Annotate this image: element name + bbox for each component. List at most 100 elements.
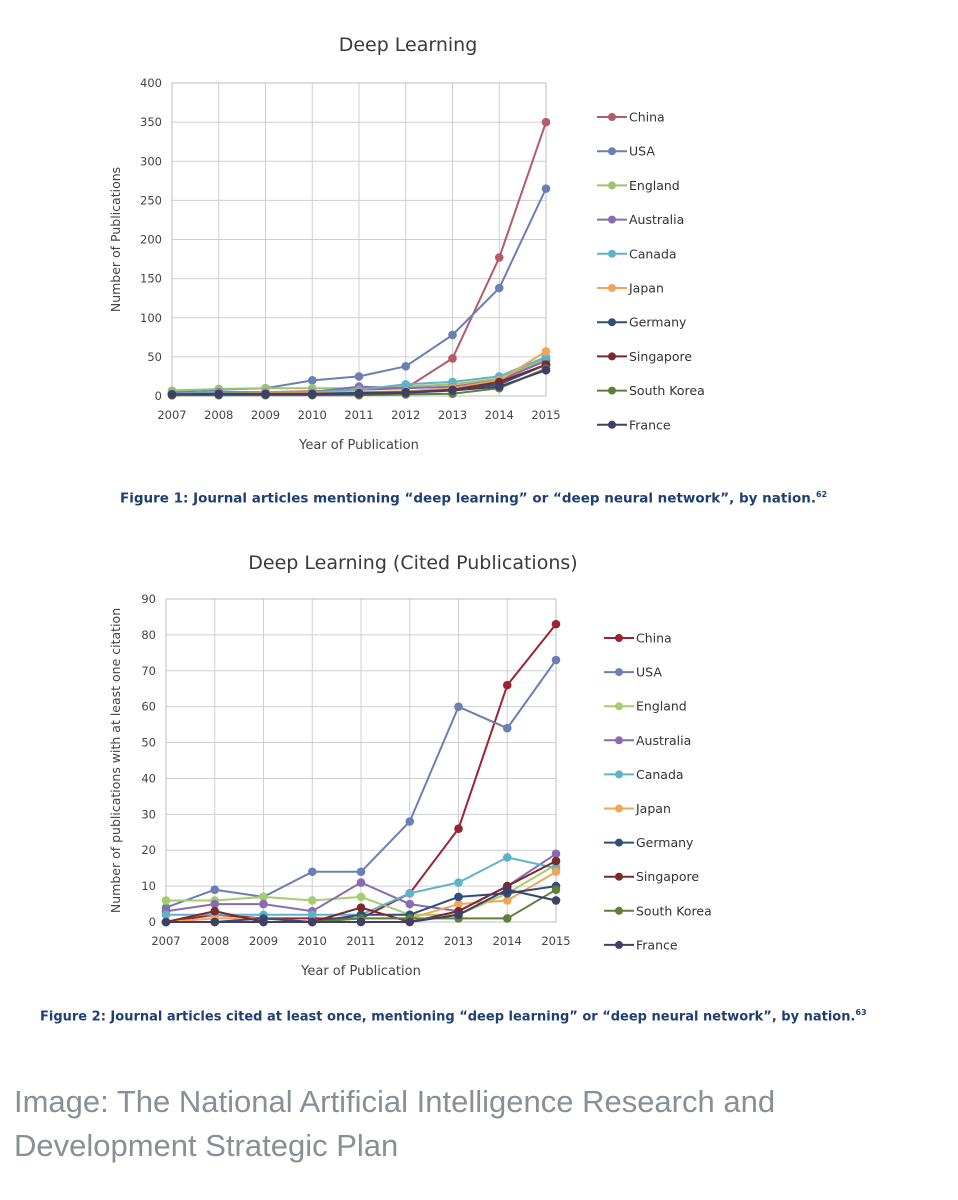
- legend-marker: [615, 702, 623, 711]
- data-point: [210, 899, 220, 909]
- legend-label: England: [636, 699, 687, 714]
- x-tick-label: 2007: [151, 934, 180, 948]
- x-axis-label: Year of Publication: [300, 964, 421, 979]
- legend-marker: [608, 420, 616, 429]
- legend-item: Germany: [597, 315, 687, 330]
- data-point: [307, 917, 317, 927]
- x-axis-label: Year of Publication: [298, 438, 419, 453]
- y-tick-label: 200: [140, 233, 162, 247]
- x-tick-label: 2011: [344, 408, 373, 422]
- data-point: [502, 680, 512, 690]
- data-point: [502, 853, 512, 862]
- data-point: [354, 372, 364, 381]
- data-point: [401, 388, 411, 398]
- y-tick-label: 0: [155, 389, 162, 403]
- legend-item: Singapore: [604, 869, 699, 884]
- y-tick-label: 50: [147, 350, 162, 364]
- legend-marker: [608, 215, 616, 224]
- legend-item: England: [597, 178, 680, 193]
- data-point: [167, 390, 177, 399]
- data-point: [210, 906, 220, 916]
- legend-item: USA: [604, 665, 662, 680]
- legend-marker: [615, 838, 623, 847]
- x-tick-label: 2014: [493, 934, 522, 948]
- x-tick-label: 2015: [531, 408, 560, 422]
- data-point: [307, 896, 317, 905]
- y-tick-label: 0: [149, 915, 156, 929]
- legend-marker: [608, 318, 616, 327]
- data-point: [259, 917, 268, 927]
- figure1-footnote-ref: 62: [815, 490, 828, 499]
- legend-label: Singapore: [629, 349, 692, 364]
- x-tick-label: 2008: [200, 934, 229, 948]
- y-tick-label: 10: [141, 879, 156, 893]
- data-point: [448, 354, 457, 363]
- data-point: [210, 885, 220, 894]
- y-tick-label: 50: [141, 736, 156, 750]
- legend-marker: [608, 147, 616, 156]
- y-tick-label: 30: [141, 807, 156, 821]
- legend-label: Japan: [628, 281, 664, 296]
- legend-marker: [615, 940, 623, 949]
- data-point: [454, 892, 463, 902]
- y-tick-label: 40: [141, 771, 156, 785]
- x-tick-label: 2010: [298, 408, 327, 422]
- legend-label: South Korea: [636, 903, 712, 918]
- data-point: [401, 379, 411, 389]
- legend-item: China: [597, 110, 665, 125]
- data-point: [356, 867, 366, 877]
- data-point: [454, 910, 463, 920]
- y-tick-label: 300: [140, 154, 162, 168]
- legend-item: Japan: [604, 801, 671, 816]
- data-point: [259, 892, 268, 902]
- legend-item: USA: [597, 144, 655, 159]
- y-tick-label: 400: [140, 76, 162, 90]
- data-point: [307, 390, 317, 399]
- y-tick-label: 60: [141, 700, 156, 714]
- data-point: [405, 917, 415, 927]
- y-tick-label: 100: [140, 311, 162, 325]
- data-point: [259, 899, 268, 909]
- data-point: [551, 856, 561, 866]
- data-point: [541, 184, 551, 193]
- data-point: [541, 347, 551, 356]
- legend-marker: [608, 113, 616, 121]
- legend-marker: [608, 284, 616, 292]
- data-point: [307, 867, 317, 877]
- chart-title: Deep Learning: [339, 34, 478, 56]
- data-point: [541, 365, 551, 375]
- data-point: [551, 867, 561, 877]
- data-point: [448, 330, 457, 340]
- legend-label: China: [636, 631, 672, 646]
- data-point: [551, 619, 561, 629]
- legend-item: Australia: [604, 733, 691, 748]
- y-tick-label: 350: [140, 115, 162, 129]
- data-point: [551, 655, 561, 665]
- legend-marker: [608, 181, 616, 190]
- data-point: [494, 283, 504, 293]
- data-point: [356, 878, 366, 887]
- chart-deep-learning-cited: Deep Learning (Cited Publications) 0 10 20 3…: [108, 552, 712, 979]
- legend-item: England: [604, 699, 687, 714]
- data-point: [551, 885, 561, 894]
- y-tick-label: 70: [141, 664, 156, 678]
- data-point: [161, 910, 171, 920]
- legend-item: Germany: [604, 835, 694, 850]
- data-point: [307, 910, 317, 920]
- legend-marker: [608, 386, 616, 395]
- data-point: [356, 892, 366, 902]
- legend-marker: [608, 249, 616, 258]
- legend-label: Australia: [636, 733, 691, 748]
- legend-label: Germany: [629, 315, 687, 330]
- legend-label: Germany: [636, 835, 694, 850]
- legend-marker: [615, 736, 623, 745]
- y-tick-label: 80: [141, 628, 156, 642]
- legend-item: China: [604, 631, 672, 646]
- x-tick-label: 2015: [541, 934, 570, 948]
- data-point: [405, 888, 415, 898]
- legend-item: Canada: [597, 246, 677, 261]
- legend-item: Singapore: [597, 349, 692, 364]
- data-point: [405, 899, 415, 909]
- data-point: [454, 878, 463, 887]
- data-point: [502, 723, 512, 733]
